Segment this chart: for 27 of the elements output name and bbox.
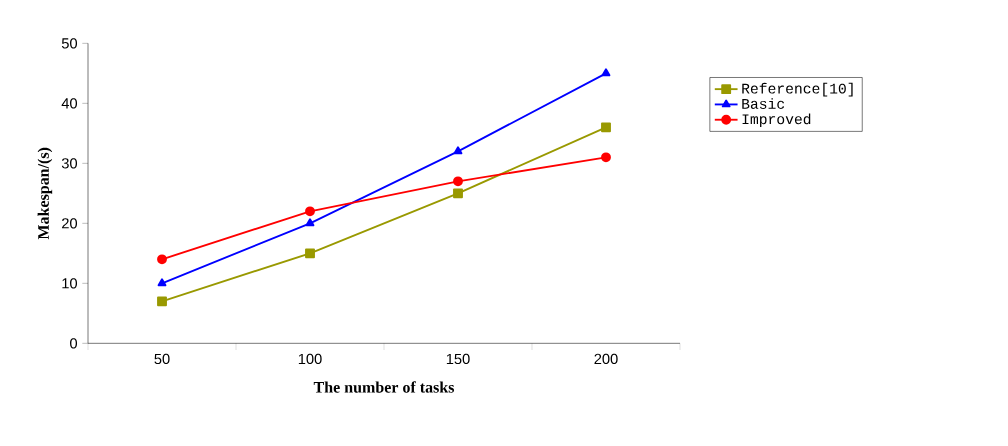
point: [453, 188, 463, 199]
point: [601, 122, 611, 133]
point: [453, 146, 463, 155]
x-tick-label: 150: [446, 353, 470, 365]
y-tick-label: 20: [62, 218, 78, 229]
x-tick-label: 200: [594, 353, 618, 365]
y-tick-label: 50: [61, 38, 78, 49]
y-tick-label: 30: [61, 158, 78, 169]
point: [157, 296, 167, 307]
point: [305, 206, 315, 217]
legend-label: Basic: [742, 98, 785, 109]
point: [157, 278, 167, 287]
legend-label: Improved: [742, 113, 811, 128]
y-axis-title: Makespan/(s): [37, 147, 53, 240]
point: [601, 68, 611, 77]
legend-label: Reference[10]: [742, 82, 853, 97]
x-axis-title: The number of tasks: [313, 381, 455, 393]
y-tick-label: 40: [61, 98, 78, 109]
point: [305, 218, 315, 227]
point: [453, 176, 463, 187]
point: [305, 248, 315, 259]
x-tick-label: 50: [154, 353, 170, 365]
point: [601, 152, 611, 163]
y-tick-label: 0: [70, 338, 78, 349]
point: [157, 254, 167, 265]
x-tick-label: 100: [298, 353, 322, 365]
y-tick-label: 10: [62, 278, 78, 289]
